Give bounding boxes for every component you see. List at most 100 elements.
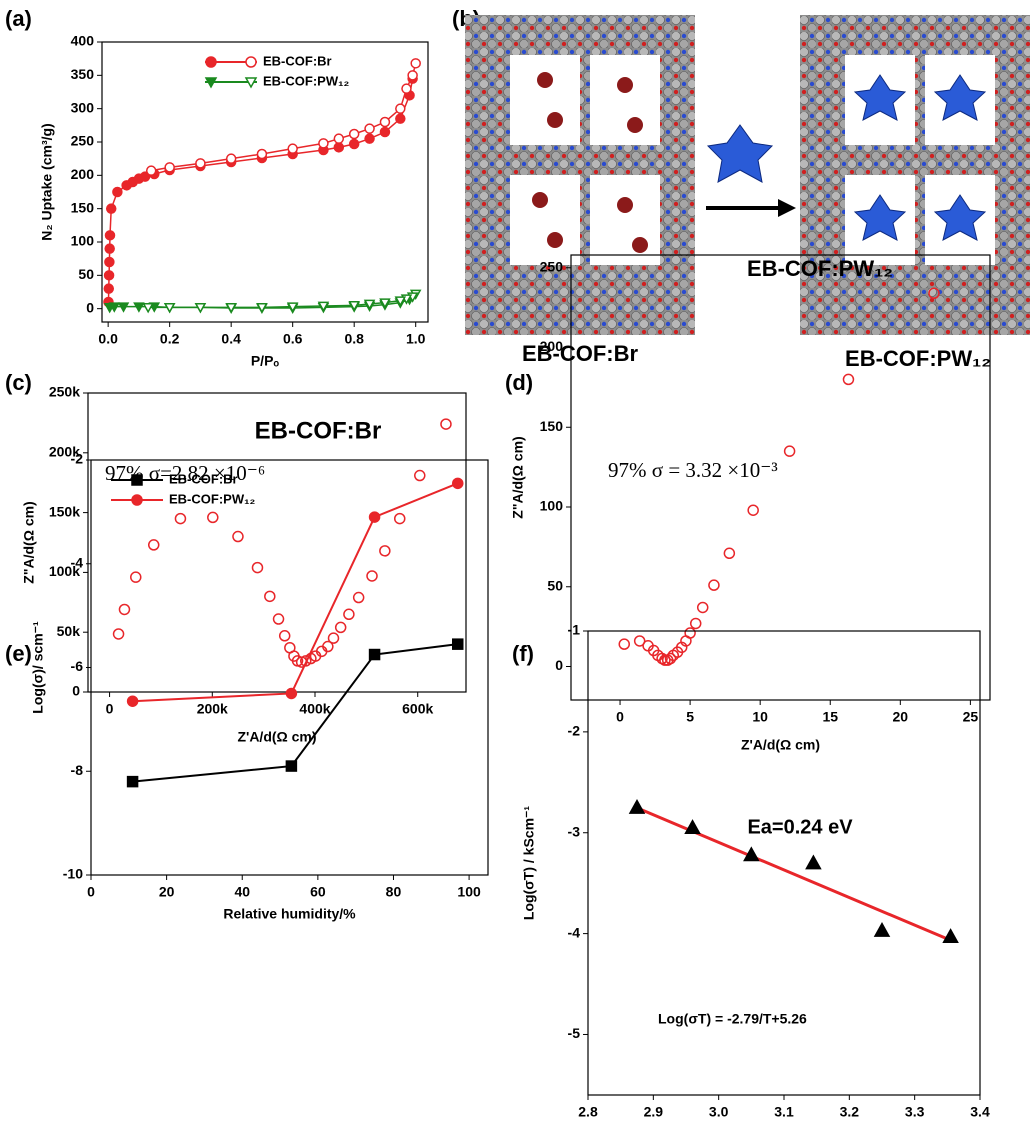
marker — [396, 114, 405, 123]
marker — [131, 572, 141, 582]
x-tick-label: 40 — [234, 884, 250, 900]
chart-title: Ea=0.24 eV — [747, 816, 853, 838]
marker — [748, 505, 758, 515]
framework — [465, 15, 695, 335]
marker — [147, 166, 156, 175]
marker — [105, 231, 114, 240]
marker — [265, 591, 275, 601]
marker — [411, 59, 420, 68]
y-tick-label: 0 — [86, 299, 94, 315]
figure: (b) EB-COF:Br EB-COF:PW₁₂ (a)0.00.20.40.… — [0, 0, 1034, 1124]
chart-title: EB-COF:Br — [255, 417, 382, 444]
y-tick-label: -1 — [568, 622, 581, 638]
marker — [380, 546, 390, 556]
legend-label: EB-COF:Br — [169, 471, 238, 486]
y-tick-label: 50k — [57, 623, 81, 639]
series-line — [108, 79, 412, 302]
marker — [206, 57, 216, 67]
y-tick-label: 50 — [547, 577, 563, 593]
x-axis-label: Relative humidity/% — [223, 906, 356, 922]
marker — [724, 548, 734, 558]
y-axis-label: Z"A/d(Ω cm) — [510, 436, 526, 518]
y-tick-label: 100 — [540, 498, 564, 514]
marker — [698, 602, 708, 612]
marker — [350, 140, 359, 149]
marker — [354, 593, 364, 603]
x-tick-label: 3.1 — [774, 1104, 794, 1120]
panel-label: (e) — [5, 641, 32, 666]
x-axis-label: P/Pₒ — [251, 353, 280, 369]
y-tick-label: 300 — [71, 99, 95, 115]
marker — [367, 571, 377, 581]
x-tick-label: 600k — [402, 701, 433, 717]
page: (b) EB-COF:Br EB-COF:PW₁₂ (a)0.00.20.40.… — [0, 0, 1034, 1129]
plot-frame — [91, 460, 488, 875]
y-tick-label: 200 — [540, 338, 564, 354]
marker — [365, 124, 374, 133]
y-axis-label: Log(σT) / kScm⁻¹ — [521, 806, 537, 921]
marker — [875, 924, 889, 937]
marker — [274, 614, 284, 624]
x-tick-label: 5 — [686, 709, 694, 725]
marker — [630, 801, 644, 814]
marker — [785, 446, 795, 456]
marker — [350, 130, 359, 139]
marker — [685, 628, 695, 638]
y-tick-label: 250 — [71, 133, 95, 149]
x-tick-label: 2.9 — [644, 1104, 664, 1120]
marker — [175, 514, 185, 524]
marker — [105, 244, 114, 253]
y-tick-label: 50 — [78, 266, 94, 282]
y-tick-label: -5 — [568, 1025, 581, 1041]
marker — [105, 271, 114, 280]
marker — [686, 821, 700, 834]
marker — [441, 419, 451, 429]
marker — [944, 930, 958, 943]
marker — [380, 128, 389, 137]
x-axis-label: Z'A/d(Ω cm) — [237, 729, 316, 745]
marker — [128, 777, 138, 787]
y-axis-label: Z"A/d(Ω cm) — [21, 501, 37, 583]
x-tick-label: 3.4 — [970, 1104, 990, 1120]
x-tick-label: 1.0 — [406, 331, 426, 347]
x-tick-label: 3.0 — [709, 1104, 729, 1120]
y-tick-label: -2 — [71, 451, 84, 467]
y-axis-label: N₂ Uptake (cm³/g) — [39, 123, 55, 240]
marker — [113, 188, 122, 197]
y-tick-label: -4 — [71, 554, 84, 570]
marker — [453, 639, 463, 649]
y-tick-label: 200 — [71, 166, 95, 182]
marker — [286, 688, 296, 698]
x-tick-label: 25 — [963, 709, 979, 725]
arrow-head — [778, 199, 796, 217]
marker — [286, 761, 296, 771]
annotation: Log(σT) = -2.79/T+5.26 — [658, 1011, 807, 1027]
y-axis-label: Log(σ)/ scm⁻¹ — [30, 621, 46, 714]
marker — [128, 696, 138, 706]
marker — [365, 134, 374, 143]
marker — [408, 71, 417, 80]
x-tick-label: 10 — [752, 709, 768, 725]
annotation: 97% σ = 3.32 ×10⁻³ — [608, 458, 778, 482]
framework — [800, 15, 1030, 335]
marker — [119, 604, 129, 614]
y-tick-label: 100 — [71, 233, 95, 249]
marker — [380, 118, 389, 127]
marker — [709, 580, 719, 590]
x-tick-label: 2.8 — [578, 1104, 598, 1120]
marker — [280, 631, 290, 641]
x-tick-label: 3.3 — [905, 1104, 925, 1120]
marker — [334, 134, 343, 143]
marker — [370, 512, 380, 522]
y-tick-label: -6 — [71, 658, 84, 674]
marker — [196, 159, 205, 168]
y-tick-label: 400 — [71, 33, 95, 49]
marker — [843, 374, 853, 384]
marker — [619, 639, 629, 649]
x-tick-label: 0.4 — [221, 331, 241, 347]
y-tick-label: -8 — [71, 762, 84, 778]
y-tick-label: -10 — [63, 866, 83, 882]
marker — [105, 258, 114, 267]
marker — [402, 84, 411, 93]
marker — [233, 532, 243, 542]
